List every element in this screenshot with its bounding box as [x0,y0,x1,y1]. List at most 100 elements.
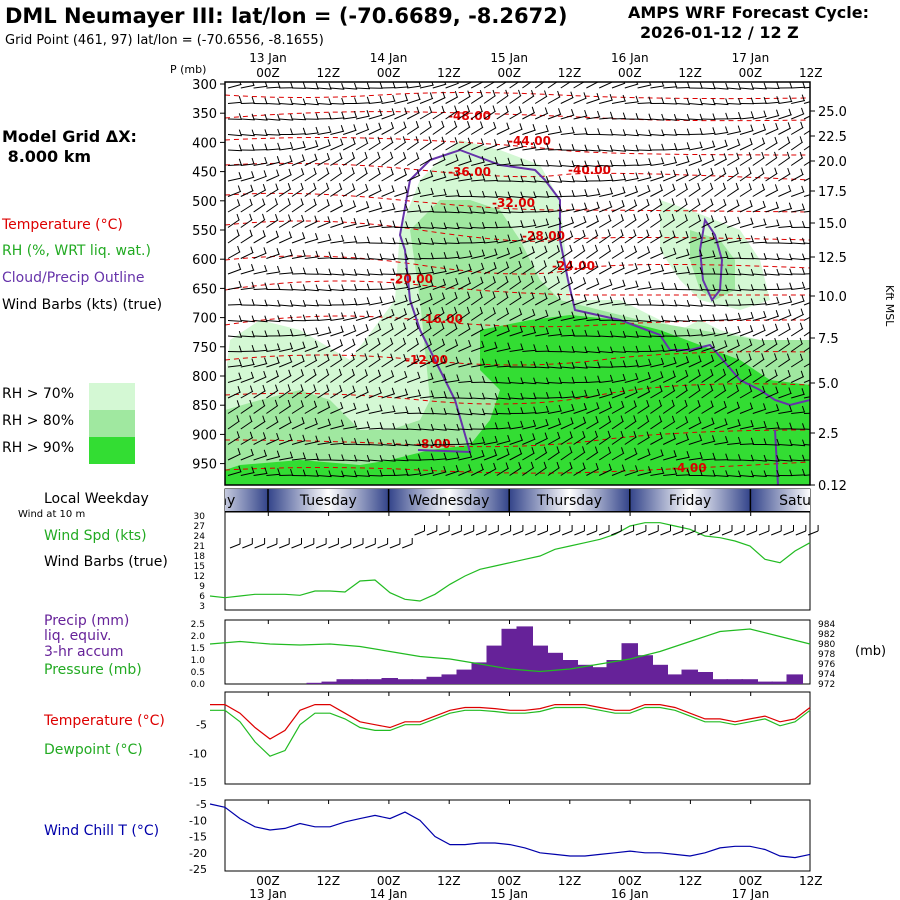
wind-barb [662,389,676,399]
wind-barb-feather [289,248,293,256]
wind-barb [291,118,307,121]
wind-barb-feather [494,221,498,228]
wind-barb [458,328,471,337]
wind-barb-feather [251,299,255,306]
wind-barb-feather [480,276,484,283]
wind-barb [381,141,394,151]
wind-barb-feather [481,249,485,256]
wind-barb [701,360,715,368]
wind-barb [727,331,741,337]
cloud-outline [398,148,810,454]
wind-barb [355,142,369,151]
wind-barb-feather [686,451,690,458]
wind-barb-feather [725,268,729,275]
wind-barb [381,173,394,182]
wind-barb [253,270,268,275]
wind-barb-feather [544,74,546,80]
wind-barb-feather [351,368,355,376]
wind-barb-feather [302,267,306,274]
wind-barb-feather [379,404,383,411]
wind-barb-feather [417,93,421,100]
wind-barb-feather [302,127,306,134]
wind-barb [343,116,358,120]
wind-barb-feather [597,313,601,320]
wind-barb-feather [441,120,445,128]
wind-barb [368,427,383,430]
precip-bar [651,664,668,684]
wind-barb-feather [236,400,240,407]
wind-barb-feather [428,322,432,329]
wind-barb [791,191,805,197]
wind-barb [727,144,741,151]
wind-barb [266,304,281,307]
wind-barb-feather [315,313,319,321]
wind-barb [726,172,739,182]
wind-barb-feather [788,387,792,394]
wind-barb-feather [289,355,292,363]
wind-barb [714,332,729,337]
wind-barb-feather [507,434,511,442]
surface-wind-barb [525,530,536,536]
wind-barb-feather [571,311,575,318]
wind-barb [496,82,508,89]
wind-barb [355,391,369,399]
wind-barb [483,267,497,275]
wind-barb [688,422,702,430]
wind-barb [611,452,625,461]
wind-barb-feather [520,220,524,227]
wind-barb [317,318,332,321]
wind-barb-feather [635,372,639,380]
wind-barb-feather [737,325,741,333]
pressure-tick-label: 350 [192,107,217,122]
wind-barb [432,396,447,399]
wind-barb-feather [801,94,805,101]
wind-barb [573,208,588,213]
wind-barb [471,455,485,461]
wind-barb-feather [532,419,536,427]
pressure-tick-label: 300 [192,78,217,93]
wind-barb [509,180,524,183]
wind-barb-feather [697,214,701,221]
wind-barb [317,332,332,337]
wind-barb-feather [238,465,242,472]
wind-barb-feather [748,183,752,190]
wind-barb-feather [546,344,549,352]
wind-barb [560,250,573,259]
wind-barb [522,180,537,183]
pressure-tick-label: 750 [192,341,217,356]
wind-barb-feather [532,326,536,333]
wind-barb [355,475,371,477]
wind-barb-feather [415,337,419,345]
bottom-hour-label: 00Z [739,874,763,888]
cross-section-frame [220,81,815,486]
wind-barb [739,205,753,213]
wind-barb [291,333,306,337]
wind-barb-feather [455,465,459,472]
wind-barb [701,146,716,151]
wind-barb [637,190,651,197]
wind-barb [522,425,537,430]
wind-barb-feather [262,183,266,191]
wind-barb-feather [761,338,765,345]
wind-barb [394,126,407,135]
wind-barb [790,313,805,321]
wind-barb-feather [607,446,611,454]
wind-barb-feather [392,202,396,210]
wind-barb-feather [543,275,547,283]
wind-barb [535,148,550,151]
wind-barb [522,314,536,321]
wind-barb-feather [493,121,497,129]
precip-bar [486,645,503,684]
wind-barb [778,358,791,368]
wind-barb [701,374,714,383]
height-tick-label: 10.0 [818,290,847,305]
wind-barb [598,406,613,414]
wind-barb [790,376,805,383]
wind-barb-feather [430,279,434,286]
wind-barb [688,374,701,383]
wind-barb [240,269,255,275]
wind-barb [432,176,447,182]
wind-barb-feather [301,417,305,424]
wind-barb [701,132,716,135]
wind-barb-feather [635,359,639,366]
